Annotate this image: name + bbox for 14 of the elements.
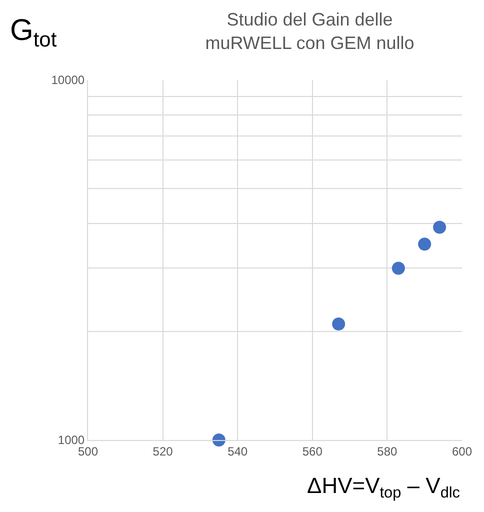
y-axis-title: G$_{tot}$ [10, 14, 57, 52]
x-tick-label: 560 [302, 444, 323, 458]
x-tick-label: 580 [377, 444, 398, 458]
x-tick-label: 520 [152, 444, 174, 458]
chart-title: Studio del Gain delle muRWELL con GEM nullo [205, 10, 414, 53]
point [418, 238, 432, 251]
x-tick-label: 600 [452, 444, 472, 458]
y-tick-label: 10000 [51, 73, 85, 88]
point [433, 220, 446, 234]
x-axis-title: ΔHV=V$_{top}$ – V$_{dlc}$ [307, 473, 460, 502]
point [392, 262, 405, 275]
point [332, 318, 346, 330]
point [212, 434, 226, 446]
x-tick-label: 540 [228, 444, 248, 458]
